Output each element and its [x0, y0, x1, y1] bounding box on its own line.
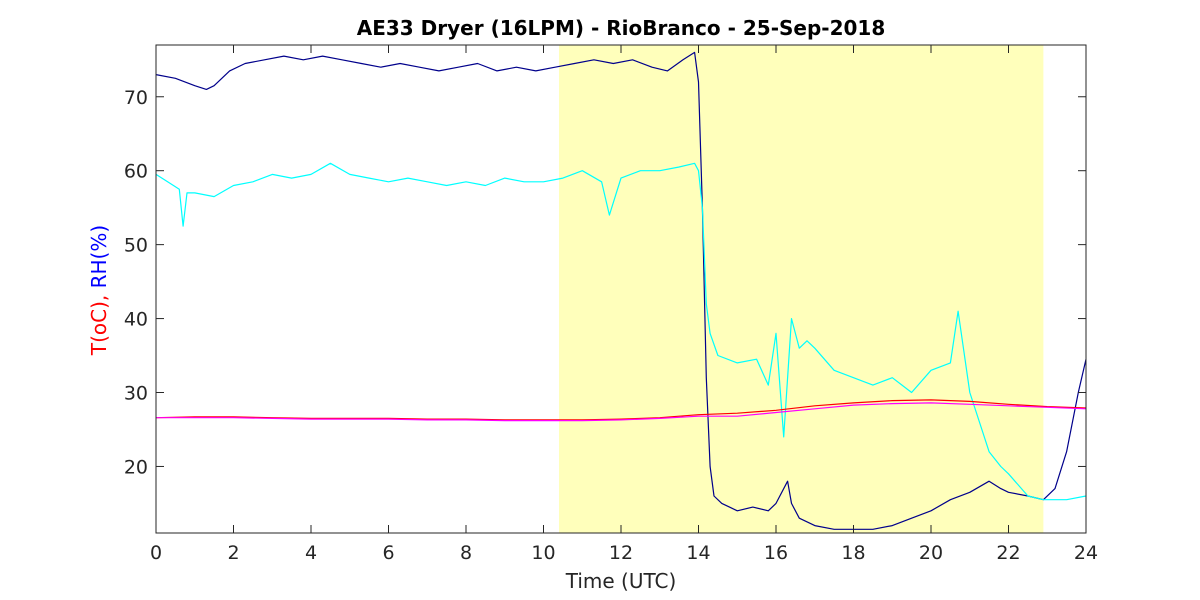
y-axis-label-temperature: T(oC),: [87, 288, 111, 356]
x-tick-label: 22: [996, 542, 1020, 564]
y-tick-label: 70: [124, 87, 148, 109]
x-tick-label: 24: [1074, 542, 1098, 564]
y-tick-label: 50: [124, 235, 148, 257]
highlight-band: [559, 45, 1044, 533]
x-tick-label: 6: [382, 542, 394, 564]
x-tick-label: 20: [919, 542, 943, 564]
series-line-1: [155, 162, 1087, 501]
x-tick-label: 16: [764, 542, 788, 564]
y-axis-label-rh: RH(%): [87, 225, 111, 289]
series-line-3: [156, 402, 1087, 422]
x-tick-label: 12: [609, 542, 633, 564]
x-tick-label: 10: [531, 542, 555, 564]
x-axis-label: Time (UTC): [565, 569, 677, 593]
y-tick-label: 20: [124, 456, 148, 478]
x-tick-label: 14: [686, 542, 710, 564]
x-tick-label: 2: [227, 542, 239, 564]
x-tick-label: 18: [841, 542, 865, 564]
x-tick-label: 8: [460, 542, 472, 564]
y-tick-label: 30: [124, 383, 148, 405]
chart-title: AE33 Dryer (16LPM) - RioBranco - 25-Sep-…: [357, 16, 886, 40]
y-tick-label: 60: [124, 161, 148, 183]
x-tick-label: 0: [150, 542, 162, 564]
y-axis-label: T(oC), RH(%): [87, 225, 111, 356]
y-tick-label: 40: [124, 309, 148, 331]
x-tick-label: 4: [305, 542, 317, 564]
series-line-2: [155, 399, 1087, 421]
series-line-0: [155, 51, 1087, 530]
